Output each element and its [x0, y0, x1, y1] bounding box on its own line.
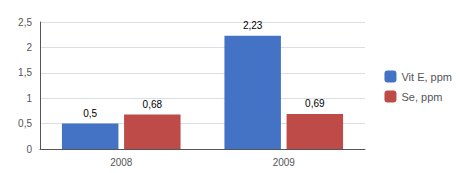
- svg-text:1: 1: [26, 93, 32, 104]
- svg-text:0,69: 0,69: [305, 98, 325, 109]
- svg-text:2008: 2008: [110, 157, 133, 168]
- svg-text:0,68: 0,68: [143, 99, 163, 110]
- svg-text:1,5: 1,5: [18, 67, 32, 78]
- svg-text:Se, ppm: Se, ppm: [401, 91, 442, 103]
- svg-text:2009: 2009: [273, 157, 296, 168]
- svg-text:Vit E, ppm: Vit E, ppm: [401, 71, 452, 83]
- svg-text:0,5: 0,5: [18, 118, 32, 129]
- svg-text:0: 0: [26, 144, 32, 155]
- svg-text:2,23: 2,23: [243, 20, 263, 31]
- svg-text:0,5: 0,5: [83, 108, 97, 119]
- svg-text:2,5: 2,5: [18, 17, 32, 28]
- svg-text:2: 2: [26, 42, 32, 53]
